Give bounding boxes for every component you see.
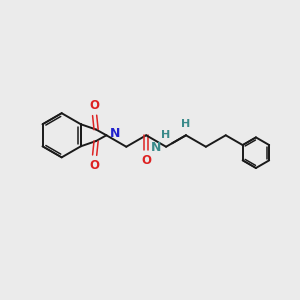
Text: H: H xyxy=(161,130,170,140)
Text: N: N xyxy=(151,141,161,154)
Text: H: H xyxy=(181,119,190,129)
Text: O: O xyxy=(90,159,100,172)
Text: N: N xyxy=(110,127,121,140)
Text: O: O xyxy=(141,154,151,166)
Text: O: O xyxy=(90,99,100,112)
